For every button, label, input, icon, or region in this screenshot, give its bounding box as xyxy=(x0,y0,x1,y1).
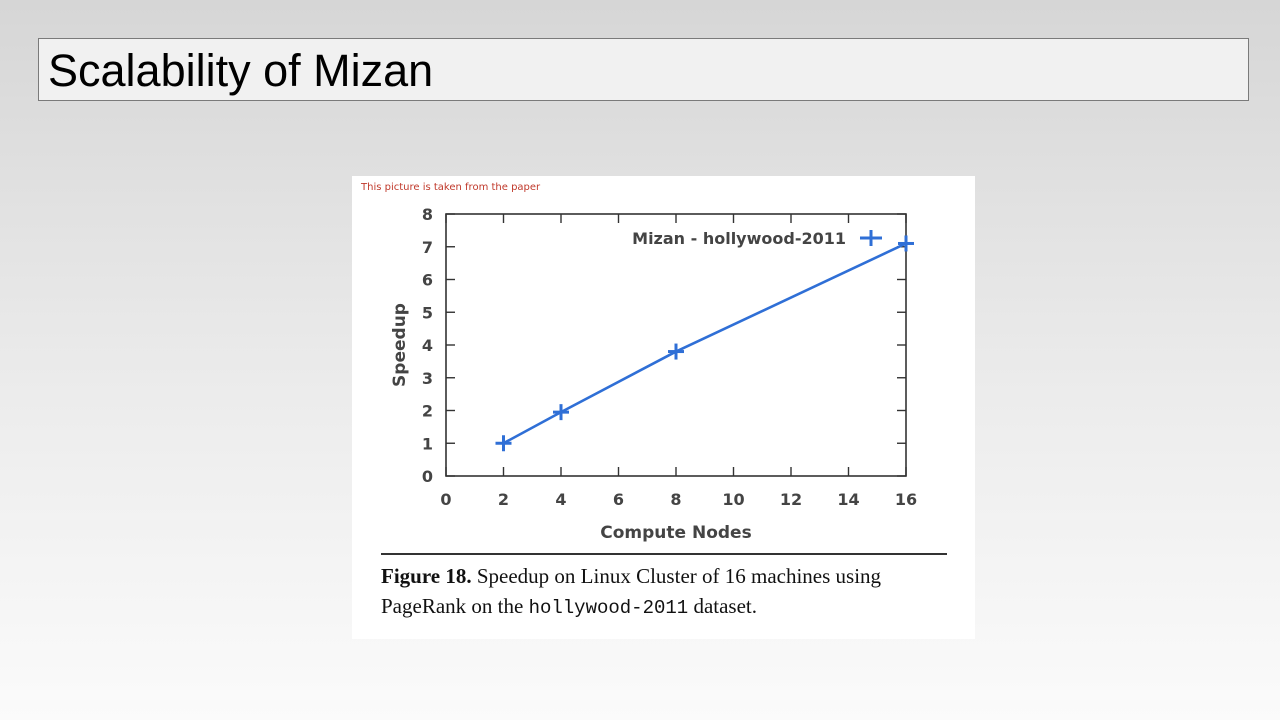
y-axis-label: Speedup xyxy=(390,303,410,387)
title-box: Scalability of Mizan xyxy=(38,38,1249,101)
source-note: This picture is taken from the paper xyxy=(361,182,541,193)
data-point-marker xyxy=(668,343,684,360)
x-tick-label: 0 xyxy=(440,490,451,509)
y-tick-label: 7 xyxy=(422,238,433,257)
x-tick-label: 12 xyxy=(780,490,802,509)
y-tick-label: 4 xyxy=(422,336,433,355)
data-point-marker xyxy=(495,435,512,452)
data-point-marker xyxy=(553,404,569,421)
y-tick-label: 3 xyxy=(422,369,433,388)
caption-rule xyxy=(381,553,947,555)
x-axis-label: Compute Nodes xyxy=(600,523,751,543)
caption-text-1: Speedup on Linux Cluster of 16 machines … xyxy=(381,564,882,618)
x-tick-label: 2 xyxy=(498,490,509,509)
x-tick-label: 16 xyxy=(895,490,917,509)
y-tick-label: 1 xyxy=(422,434,433,453)
caption-text-2: dataset. xyxy=(693,594,758,618)
y-tick-label: 0 xyxy=(422,467,433,486)
data-point-marker xyxy=(898,235,914,252)
y-tick-label: 8 xyxy=(422,205,433,224)
caption-figure-label: Figure 18. xyxy=(381,564,472,588)
caption-dataset: hollywood-2011 xyxy=(528,597,689,619)
figure-caption: Figure 18. Speedup on Linux Cluster of 1… xyxy=(381,561,961,623)
x-tick-label: 4 xyxy=(555,490,566,509)
legend-label: Mizan - hollywood-2011 xyxy=(632,229,846,248)
x-tick-label: 10 xyxy=(722,490,744,509)
series-line xyxy=(502,242,907,445)
x-tick-label: 6 xyxy=(613,490,624,509)
y-tick-label: 6 xyxy=(422,271,433,290)
legend-marker xyxy=(860,230,882,246)
page-title: Scalability of Mizan xyxy=(48,45,434,96)
x-tick-label: 8 xyxy=(670,490,681,509)
x-tick-label: 14 xyxy=(837,490,859,509)
y-tick-label: 5 xyxy=(422,303,433,322)
y-tick-label: 2 xyxy=(422,402,433,421)
